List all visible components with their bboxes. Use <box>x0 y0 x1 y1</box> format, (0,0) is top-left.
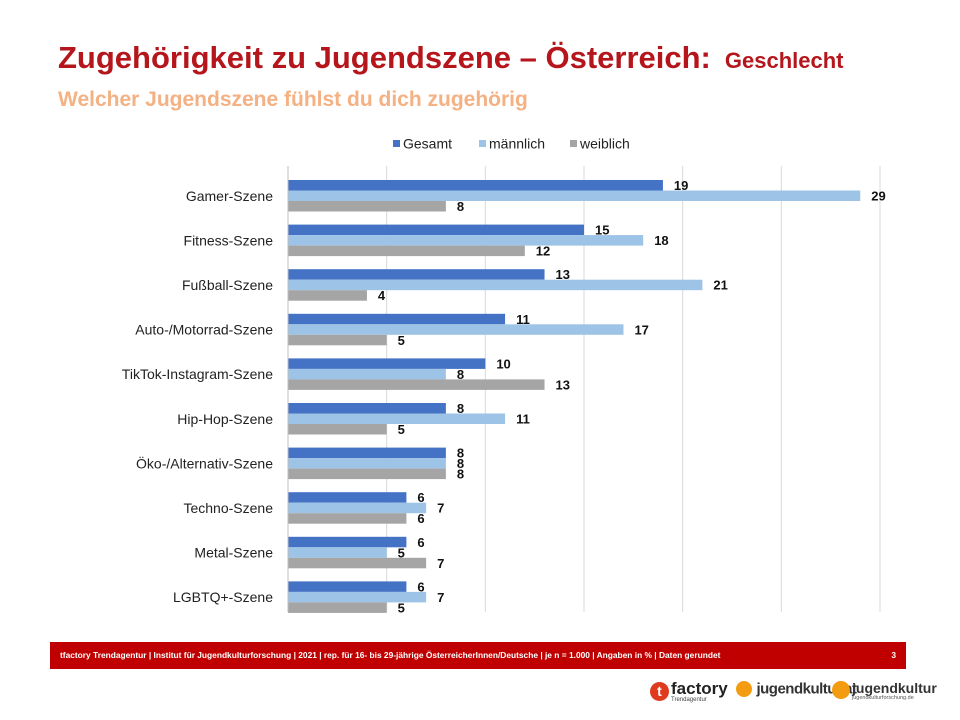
bar <box>288 245 525 257</box>
data-label: 7 <box>437 501 444 516</box>
title-suffix: Geschlecht <box>724 48 844 73</box>
bar <box>288 458 446 469</box>
data-label: 8 <box>457 446 464 461</box>
bar <box>288 424 387 435</box>
footer-bar: tfactory Trendagentur | Institut für Jug… <box>50 642 906 669</box>
chart-subtitle: Welcher Jugendszene fühlst du dich zugeh… <box>58 88 528 111</box>
category-label: Metal-Szene <box>194 545 273 561</box>
legend-label: weiblich <box>579 136 630 152</box>
bar <box>288 557 427 569</box>
data-label: 7 <box>437 590 444 605</box>
tfactory-name: factory <box>671 679 728 698</box>
bar <box>288 279 703 291</box>
bar <box>288 536 407 548</box>
data-label: 15 <box>595 223 609 238</box>
jugendkultur-name: jugendkultur <box>852 680 937 696</box>
data-label: 5 <box>398 600 405 615</box>
tfactory-tagline: Trendagentur <box>671 697 707 703</box>
bar <box>288 492 407 503</box>
bar <box>288 334 387 346</box>
bar <box>288 591 427 603</box>
bar <box>288 581 407 592</box>
sun-icon <box>736 680 752 697</box>
data-label: 6 <box>417 511 424 526</box>
data-label: 7 <box>437 556 444 571</box>
data-label: 6 <box>417 490 424 505</box>
title-main: Zugehörigkeit zu Jugendszene – Österreic… <box>58 40 711 75</box>
category-label: Techno-Szene <box>183 500 273 516</box>
data-label: 12 <box>536 244 550 259</box>
category-label: Auto-/Motorrad-Szene <box>135 322 273 338</box>
category-label: TikTok-Instagram-Szene <box>122 366 273 382</box>
data-label: 5 <box>398 333 405 348</box>
category-label: LGBTQ+-Szene <box>173 589 273 605</box>
bar <box>288 190 861 201</box>
data-label: 6 <box>417 579 424 594</box>
bar <box>288 403 446 414</box>
legend-label: männlich <box>489 136 545 152</box>
bar <box>288 290 367 301</box>
tfactory-logo: t factory Trendagentur <box>650 678 728 708</box>
data-label: 13 <box>556 377 570 392</box>
data-label: 18 <box>654 233 668 248</box>
bar-chart: Gesamt männlich weiblich Gamer-Szene 19 29 8 Fi… <box>122 136 886 616</box>
data-label: 11 <box>516 312 530 327</box>
data-label: 19 <box>674 178 688 193</box>
data-label: 8 <box>457 456 464 471</box>
legend-swatch <box>393 140 400 147</box>
bar <box>288 413 506 424</box>
jugendkulturforschung-logo: jugendkultur jugendkulturforschung.de <box>832 678 937 701</box>
page-title: Zugehörigkeit zu Jugendszene – Österreic… <box>58 40 843 76</box>
data-label: 8 <box>457 199 464 214</box>
data-label: 10 <box>496 356 510 371</box>
bar <box>288 447 446 459</box>
bar <box>288 201 446 212</box>
bar <box>288 180 663 191</box>
bar <box>288 379 545 390</box>
bar <box>288 313 506 325</box>
data-label: 13 <box>556 267 570 282</box>
data-label: 5 <box>398 422 405 437</box>
data-label: 11 <box>516 412 530 427</box>
bar <box>288 513 407 524</box>
logo-strip: t factory Trendagentur jugendkultur.at jug… <box>650 676 937 710</box>
data-label: 21 <box>713 278 727 293</box>
data-label: 8 <box>457 367 464 382</box>
sun-icon <box>832 681 850 699</box>
footer-text: tfactory Trendagentur | Institut für Jug… <box>60 650 721 660</box>
jugendkultur-at-logo: jugendkultur.at <box>736 680 857 698</box>
data-label: 4 <box>378 288 386 303</box>
category-label: Fitness-Szene <box>184 232 274 248</box>
bar <box>288 269 545 280</box>
bar <box>288 468 446 480</box>
data-label: 8 <box>457 467 464 482</box>
data-label: 8 <box>457 401 464 416</box>
page-number: 3 <box>891 650 896 660</box>
legend-swatch <box>570 140 577 147</box>
bar <box>288 502 427 514</box>
category-label: Fußball-Szene <box>182 277 273 293</box>
bar <box>288 547 387 558</box>
bar <box>288 324 624 335</box>
data-label: 5 <box>398 545 405 560</box>
category-label: Hip-Hop-Szene <box>177 411 273 427</box>
category-label: Öko-/Alternativ-Szene <box>136 454 273 471</box>
bar <box>288 368 446 380</box>
jugendkultur-at-text: jugendkultur.at <box>756 680 857 698</box>
legend-swatch <box>479 140 486 147</box>
jugendkultur-tagline: jugendkulturforschung.de <box>852 695 914 701</box>
data-label: 29 <box>871 189 885 204</box>
legend-label: Gesamt <box>403 136 452 152</box>
bar <box>288 235 644 246</box>
data-label: 6 <box>417 535 424 550</box>
category-label: Gamer-Szene <box>186 188 273 204</box>
bar <box>288 602 387 613</box>
tfactory-letter: t <box>650 682 669 701</box>
bar <box>288 224 584 236</box>
bar <box>288 358 486 369</box>
data-label: 17 <box>634 322 648 337</box>
